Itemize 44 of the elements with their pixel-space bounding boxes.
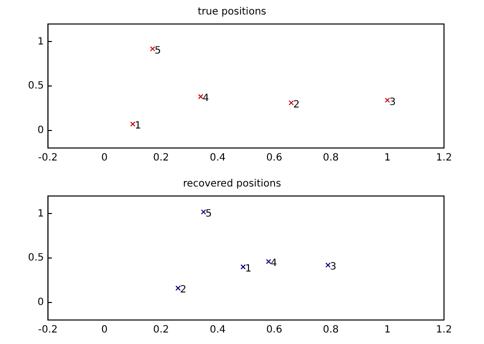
chart-title: recovered positions	[182, 178, 282, 190]
annotation: 4	[202, 93, 210, 104]
annotation: 1	[134, 120, 142, 132]
x-tick-label: 0.6	[266, 324, 282, 336]
annotation: 5	[206, 208, 212, 220]
point	[200, 209, 206, 215]
y-tick-label: 0	[38, 296, 44, 308]
x-tick-label: 0.2	[153, 324, 170, 336]
y-tick-label: 1	[38, 208, 44, 220]
x-tick-label: 0.2	[153, 152, 170, 164]
x-tick-label: -0.2	[38, 152, 58, 164]
point	[198, 94, 204, 100]
x-tick-label: 1	[384, 152, 391, 164]
point	[384, 98, 390, 103]
x-tick-label: 0	[101, 152, 108, 164]
x-tick-label: 0.4	[210, 152, 226, 164]
y-tick-label: 0	[38, 124, 44, 136]
chart-title: true positions	[198, 6, 266, 18]
annotation: 5	[154, 45, 161, 56]
x-tick-label: -0.2	[38, 324, 58, 336]
point	[325, 262, 331, 268]
x-tick-label: 0	[101, 324, 108, 336]
annotation: 3	[330, 262, 336, 273]
x-tick-label: 1	[384, 324, 391, 336]
x-tick-label: 0.8	[322, 324, 339, 336]
annotation: 4	[270, 258, 277, 270]
point	[150, 46, 156, 52]
annotation: 1	[245, 263, 252, 274]
y-tick-label: 0.5	[28, 80, 44, 92]
y-tick-label: 1	[38, 36, 44, 48]
x-tick-label: 0.8	[322, 152, 339, 164]
point	[288, 100, 294, 106]
x-tick-label: 1.2	[436, 152, 452, 164]
x-tick-label: 0.6	[266, 152, 282, 164]
x-tick-label: 0.4	[210, 324, 226, 336]
annotation: 2	[293, 99, 300, 110]
point	[130, 121, 136, 127]
annotation: 3	[389, 96, 396, 108]
annotation: 2	[180, 284, 186, 296]
point	[266, 258, 272, 264]
x-tick-label: 1.2	[436, 324, 452, 336]
point	[240, 264, 246, 270]
y-tick-label: 0.5	[28, 252, 44, 264]
point	[175, 285, 181, 291]
